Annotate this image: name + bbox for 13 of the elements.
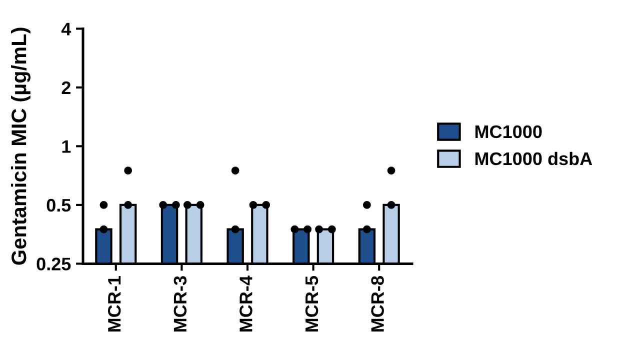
- x-tick-label: MCR-1: [108, 276, 121, 332]
- legend-label: MC1000: [475, 125, 542, 138]
- x-tick-label: MCR-5: [305, 276, 318, 332]
- y-tick-label: 1: [62, 140, 71, 153]
- x-tick-label: MCR-8: [371, 276, 384, 332]
- y-tick-label: 4: [61, 22, 72, 36]
- y-tick-label: 2: [62, 81, 70, 94]
- y-tick-label: 0.25: [36, 258, 71, 270]
- x-tick-label: MCR-3: [174, 276, 187, 332]
- x-tick-label: MCR-4: [240, 276, 252, 332]
- y-tick-label: 0.5: [46, 198, 71, 212]
- legend-label: MC1000 dsbA: [475, 152, 592, 166]
- y-axis-title: Gentamicin MIC (µg/mL): [10, 28, 30, 265]
